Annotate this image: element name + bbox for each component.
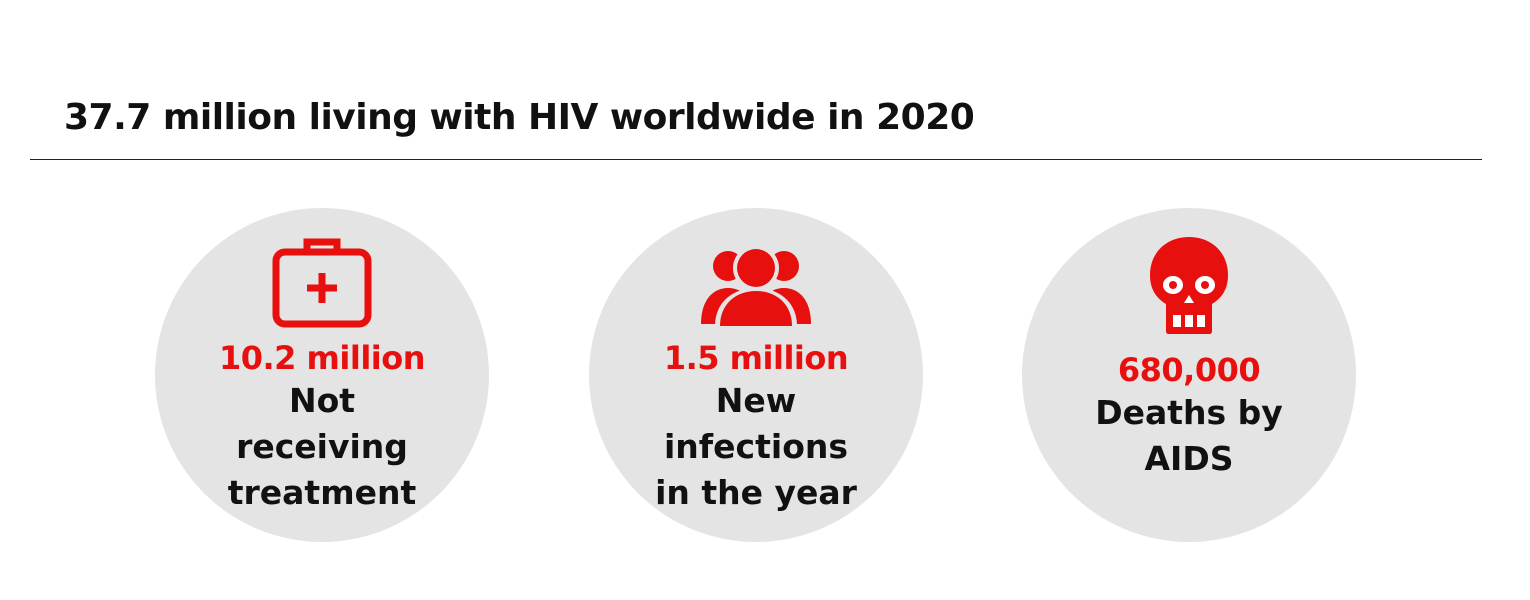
- stat-card-not-receiving-treatment: 10.2 million Not receiving treatment: [155, 208, 489, 542]
- first-aid-kit-icon: [272, 238, 372, 328]
- page-title: 37.7 million living with HIV worldwide i…: [64, 97, 975, 138]
- stat-value: 680,000: [1117, 351, 1261, 389]
- stat-text: 680,000 Deaths by AIDS: [1022, 350, 1356, 482]
- people-group-icon: [701, 245, 811, 326]
- title-divider: [30, 159, 1482, 160]
- stat-label: Not receiving treatment: [227, 381, 417, 512]
- stat-text: 10.2 million Not receiving treatment: [155, 338, 489, 516]
- stat-card-deaths-by-aids: 680,000 Deaths by AIDS: [1022, 208, 1356, 542]
- stat-text: 1.5 million New infections in the year: [589, 338, 923, 516]
- stat-value: 10.2 million: [218, 339, 426, 377]
- stat-label: New infections in the year: [655, 381, 857, 512]
- stat-value: 1.5 million: [663, 339, 849, 377]
- stat-card-new-infections: 1.5 million New infections in the year: [589, 208, 923, 542]
- stat-label: Deaths by AIDS: [1095, 393, 1283, 478]
- skull-icon: [1150, 237, 1228, 334]
